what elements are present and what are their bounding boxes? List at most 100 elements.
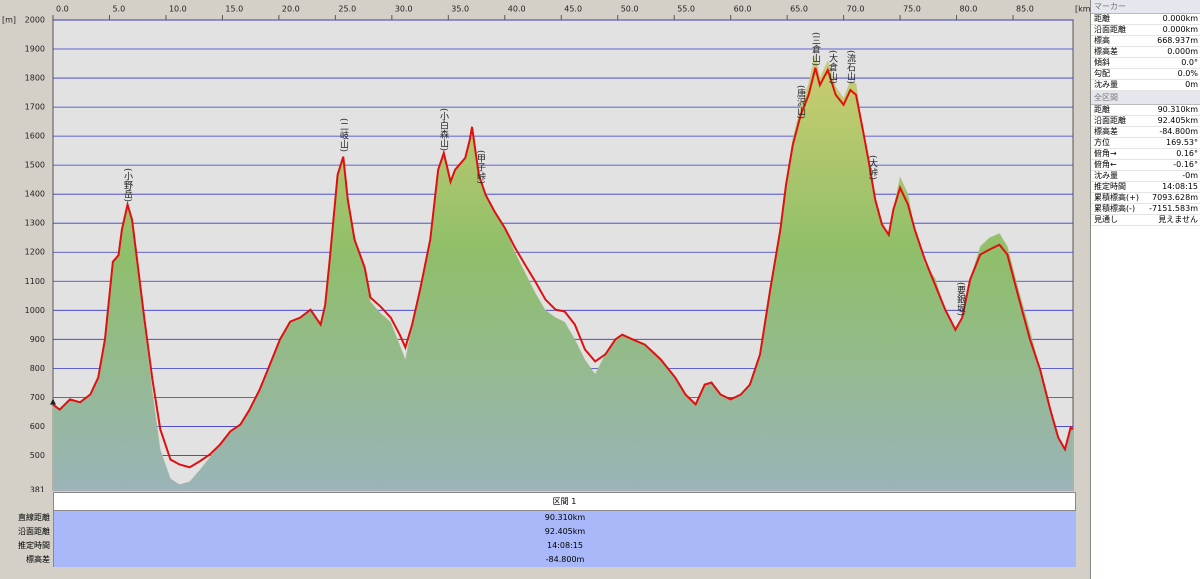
terrain-area — [52, 54, 1074, 491]
peak-label: (大倉山) — [827, 50, 838, 84]
row-value: -84.800m — [1159, 127, 1198, 136]
y-tick-label: 1600 — [25, 132, 45, 141]
row-label: 標高 — [1094, 36, 1110, 45]
panel-row: 距離 90.310km — [1091, 105, 1200, 116]
x-tick-label: 80.0 — [960, 5, 978, 14]
row-value: -7151.583m — [1149, 204, 1198, 213]
x-tick-label: 65.0 — [790, 5, 808, 14]
x-tick-label: 45.0 — [564, 5, 582, 14]
peak-label: (甲子峠) — [475, 150, 486, 184]
row-label: 累積標高(-) — [1094, 204, 1136, 213]
row-value: 0.000km — [1162, 25, 1198, 34]
row-label: 推定時間 — [18, 541, 50, 550]
panel-row: 見通し 見えません — [1091, 215, 1200, 226]
row-label: 沈み量 — [1094, 171, 1118, 180]
table-row: 沿面距離 92.405km — [0, 525, 1076, 539]
x-tick-label: 25.0 — [338, 5, 356, 14]
x-tick-label: 85.0 — [1016, 5, 1034, 14]
peak-label: (二岐山) — [338, 118, 349, 152]
row-value: 14:08:15 — [53, 539, 1076, 553]
y-tick-label: 800 — [30, 364, 45, 373]
row-value: -84.800m — [53, 553, 1076, 567]
route-line — [52, 67, 1074, 469]
peak-label: (要銀坂) — [955, 282, 966, 316]
x-tick-label: 20.0 — [282, 5, 300, 14]
row-label: 推定時間 — [1094, 182, 1126, 191]
x-tick-label: 10.0 — [169, 5, 187, 14]
row-label: 標高差 — [1094, 127, 1118, 136]
panel-header: マーカー — [1091, 0, 1200, 14]
y-tick-label: 1800 — [25, 74, 45, 83]
x-tick-label: 55.0 — [677, 5, 695, 14]
panel-header: 全区間 — [1091, 91, 1200, 105]
y-tick-label: 1900 — [25, 45, 45, 54]
row-label: 俯角→ — [1094, 149, 1117, 158]
row-value: 0.000m — [1167, 47, 1198, 56]
section-table: 区間 1 直線距離 90.310km 沿面距離 92.405km 推定時間 14:08:15… — [0, 492, 1076, 567]
panel-row: 沿面距離 92.405km — [1091, 116, 1200, 127]
x-tick-label: 15.0 — [225, 5, 243, 14]
row-label: 見通し — [1094, 215, 1118, 224]
panel-row: 傾斜 0.0° — [1091, 58, 1200, 69]
panel-row: 累積標高(+) 7093.628m — [1091, 193, 1200, 204]
row-value: 92.405km — [53, 525, 1076, 539]
row-label: 標高差 — [1094, 47, 1118, 56]
y-tick-label: 700 — [30, 393, 45, 402]
row-value: 0.000km — [1162, 14, 1198, 23]
peak-label: (小白森山) — [438, 108, 449, 151]
row-value: 169.53° — [1166, 138, 1198, 147]
panel-row: 距離 0.000km — [1091, 14, 1200, 25]
peak-label: (唐沢山) — [795, 85, 806, 119]
x-axis-label: [km] — [1075, 5, 1090, 14]
info-panel: マーカー 距離 0.000km 沿面距離 0.000km 標高 668.937m 標高差 0.0… — [1090, 0, 1200, 579]
y-tick-label: 1500 — [25, 161, 45, 170]
panel-row: 標高差 -84.800m — [1091, 127, 1200, 138]
panel-row: 累積標高(-) -7151.583m — [1091, 204, 1200, 215]
row-value: 668.937m — [1157, 36, 1198, 45]
panel-row: 方位 169.53° — [1091, 138, 1200, 149]
x-tick-label: 5.0 — [112, 5, 125, 14]
peak-label: (小野岳) — [122, 168, 133, 202]
panel-row: 沿面距離 0.000km — [1091, 25, 1200, 36]
row-value: 92.405km — [1157, 116, 1198, 125]
row-label: 沿面距離 — [18, 527, 50, 536]
start-marker — [50, 398, 56, 405]
row-value: 0m — [1185, 80, 1198, 89]
peak-label: (三倉山) — [810, 32, 821, 66]
row-value: 90.310km — [53, 511, 1076, 525]
y-axis-label: [m] — [2, 16, 16, 25]
row-value: 14:08:15 — [1162, 182, 1198, 191]
row-value: 見えません — [1158, 215, 1198, 224]
row-value: -0m — [1182, 171, 1198, 180]
y-tick-label: 1300 — [25, 219, 45, 228]
table-header: 区間 1 — [53, 492, 1076, 511]
x-tick-label: 60.0 — [734, 5, 752, 14]
row-label: 勾配 — [1094, 69, 1110, 78]
row-value: 0.16° — [1176, 149, 1198, 158]
panel-row: 標高 668.937m — [1091, 36, 1200, 47]
panel-row: 勾配 0.0% — [1091, 69, 1200, 80]
y-tick-label: 900 — [30, 335, 45, 344]
x-tick-label: 35.0 — [451, 5, 469, 14]
row-label: 距離 — [1094, 14, 1110, 23]
y-tick-label: 1400 — [25, 190, 45, 199]
row-value: 90.310km — [1157, 105, 1198, 114]
row-value: 7093.628m — [1152, 193, 1198, 202]
panel-row: 俯角→ 0.16° — [1091, 149, 1200, 160]
panel-row: 沈み量 0m — [1091, 80, 1200, 91]
table-row: 標高差 -84.800m — [0, 553, 1076, 567]
row-label: 傾斜 — [1094, 58, 1110, 67]
panel-row: 標高差 0.000m — [1091, 47, 1200, 58]
y-tick-label: 1200 — [25, 248, 45, 257]
row-label: 俯角← — [1094, 160, 1117, 169]
x-tick-label: 50.0 — [621, 5, 639, 14]
row-label: 累積標高(+) — [1094, 193, 1139, 202]
y-tick-label: 1000 — [25, 306, 45, 315]
row-label: 沿面距離 — [1094, 25, 1126, 34]
y-tick-label: 1100 — [25, 277, 45, 286]
y-tick-label: 500 — [30, 451, 45, 460]
x-tick-label: 75.0 — [903, 5, 921, 14]
row-label: 方位 — [1094, 138, 1110, 147]
row-label: 距離 — [1094, 105, 1110, 114]
